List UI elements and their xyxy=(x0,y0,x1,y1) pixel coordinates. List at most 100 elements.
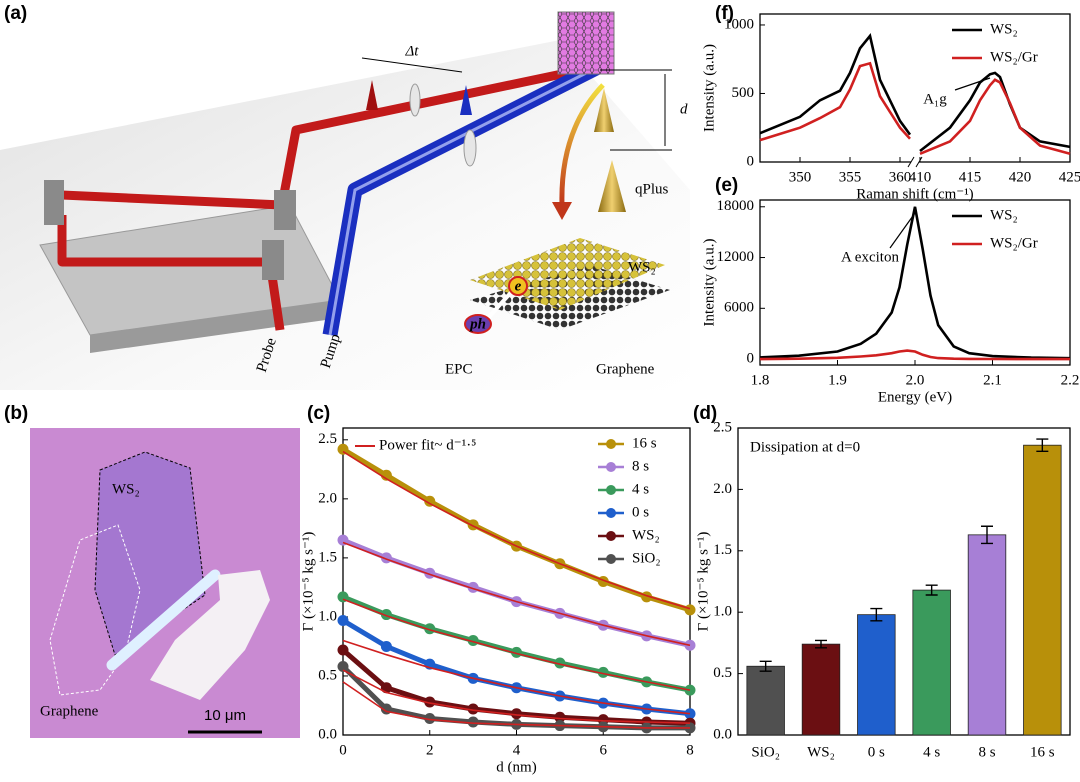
probe-beam xyxy=(57,190,285,331)
legend-label: WS₂/Gr xyxy=(990,235,1038,251)
legend-label: WS₂/Gr xyxy=(990,49,1038,65)
legend-marker xyxy=(606,554,616,564)
y-tick-label: 1000 xyxy=(724,16,754,32)
x-tick-label: 8 xyxy=(686,742,694,758)
panel-label: (c) xyxy=(307,403,330,424)
pulse xyxy=(460,85,472,115)
data-point xyxy=(597,666,609,678)
legend-label: WS₂ xyxy=(990,21,1018,37)
electron xyxy=(508,276,528,296)
y-tick-label: 0.0 xyxy=(713,726,732,742)
schematic: Δt d qPlus e ph WS₂ EPC Graphene Probe P… xyxy=(0,3,690,390)
y-tick-label: 18000 xyxy=(717,198,755,214)
error-bar xyxy=(815,639,827,649)
graphene-lattice xyxy=(558,12,614,74)
data-point xyxy=(337,661,349,673)
micrograph: WS₂ Graphene 10 μm (b) xyxy=(4,403,300,738)
x-tick-label: 0 xyxy=(339,742,347,758)
probe-beam xyxy=(277,61,601,206)
y-tick-label: 1.5 xyxy=(318,549,337,565)
x-tick-label: 1.8 xyxy=(751,372,770,388)
data-point xyxy=(424,623,436,635)
phonon-label: ph xyxy=(468,316,486,332)
error-bar xyxy=(759,660,772,672)
phonon xyxy=(464,314,492,334)
error-bar xyxy=(1036,438,1049,453)
legend-label: WS₂ xyxy=(990,207,1018,223)
data-point xyxy=(467,703,479,715)
fit-curve xyxy=(342,541,691,647)
x-tick-label: 2.0 xyxy=(906,372,925,388)
bar xyxy=(1023,444,1062,736)
y-tick-label: 0.0 xyxy=(318,726,337,742)
electrode xyxy=(150,570,270,700)
series-line xyxy=(759,61,1071,156)
x-tick-label: 2.1 xyxy=(983,372,1002,388)
x-axis-label: Raman shift (cm⁻¹) xyxy=(856,186,973,202)
x-tick-label: 355 xyxy=(839,169,862,185)
pulse xyxy=(366,80,378,110)
x-tick-label: WS₂ xyxy=(807,744,835,760)
legend-marker xyxy=(606,439,616,449)
bar xyxy=(912,589,951,736)
data-point xyxy=(511,646,522,658)
data-point xyxy=(424,712,436,724)
annotation: A₁g xyxy=(923,91,947,107)
y-axis-label: Intensity (a.u.) xyxy=(701,239,717,327)
x-tick-label: 4 s xyxy=(923,744,940,760)
data-point xyxy=(684,604,696,616)
electrode-edge xyxy=(106,569,221,671)
x-tick-label: 16 s xyxy=(1030,744,1055,760)
y-tick-label: 1.5 xyxy=(713,542,732,558)
x-tick-label: 425 xyxy=(1059,169,1080,185)
y-tick-label: 500 xyxy=(732,85,755,101)
x-tick-label: 6 xyxy=(600,742,608,758)
data-point xyxy=(684,684,696,696)
d-label: d xyxy=(680,101,688,117)
error-bar xyxy=(870,607,883,622)
legend-label: 16 s xyxy=(632,435,657,451)
x-tick-label: 360 xyxy=(889,169,912,185)
data-point xyxy=(467,635,479,647)
ws2-label: WS₂ xyxy=(112,481,140,497)
legend-marker xyxy=(606,508,616,518)
fit-curve xyxy=(342,450,691,610)
bar xyxy=(801,643,841,736)
legend-label: Power fit~ d⁻¹·⁵ xyxy=(379,437,476,453)
data-point xyxy=(337,443,349,455)
y-tick-label: 1.0 xyxy=(713,604,732,620)
data-point xyxy=(511,708,522,720)
bar xyxy=(857,614,896,736)
y-tick-label: 0.5 xyxy=(713,665,732,681)
bar xyxy=(746,665,785,736)
tip xyxy=(594,88,614,132)
x-tick-label: 2.2 xyxy=(1061,372,1080,388)
legend-marker xyxy=(606,531,616,541)
fit-curve xyxy=(342,681,690,729)
mirror xyxy=(44,180,64,225)
mirror xyxy=(262,240,284,280)
graphene-label: Graphene xyxy=(596,361,655,377)
delay-arrow xyxy=(361,57,463,73)
ws2-label: WS₂ xyxy=(628,259,656,275)
x-tick-label: SiO₂ xyxy=(751,744,780,760)
x-tick-label: 350 xyxy=(789,169,812,185)
panel-label: (b) xyxy=(4,403,28,424)
scale-label: 10 μm xyxy=(204,707,246,724)
legend-label: SiO₂ xyxy=(632,550,661,566)
qplus-tip xyxy=(598,160,626,212)
coupling-arrow xyxy=(486,286,517,320)
y-tick-label: 2.0 xyxy=(318,490,337,506)
x-tick-label: 0 s xyxy=(868,744,885,760)
plot-frame xyxy=(737,427,1071,736)
fit-curve xyxy=(342,669,691,724)
data-point xyxy=(337,614,349,626)
y-tick-label: 2.5 xyxy=(318,431,337,447)
axis-break-mark xyxy=(907,156,923,168)
x-tick-label: 420 xyxy=(1009,169,1032,185)
plot-frame xyxy=(759,199,1071,366)
axis-break xyxy=(911,156,919,168)
data-point xyxy=(467,716,479,728)
legend-label: 4 s xyxy=(632,481,649,497)
